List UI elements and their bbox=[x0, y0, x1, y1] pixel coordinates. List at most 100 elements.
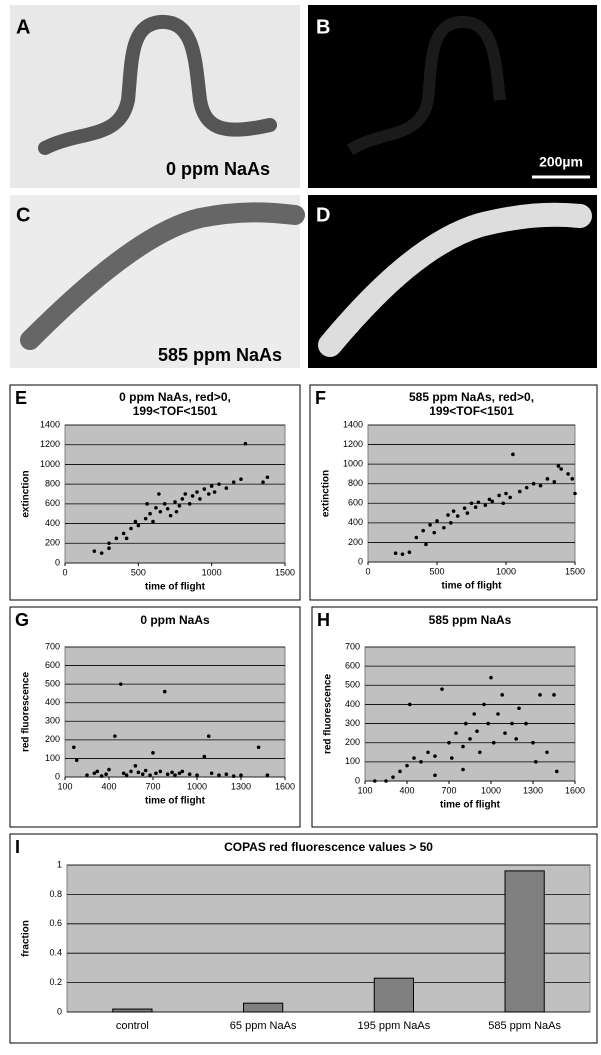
point bbox=[503, 731, 507, 735]
y-tick-label: 0.8 bbox=[49, 889, 62, 899]
plot-area bbox=[364, 646, 576, 782]
y-tick-label: 1000 bbox=[343, 459, 363, 469]
point bbox=[162, 502, 167, 506]
point bbox=[136, 770, 141, 775]
x-tick-label: 585 ppm NaAs bbox=[488, 1020, 561, 1032]
point bbox=[556, 464, 561, 468]
point bbox=[121, 531, 126, 536]
point bbox=[118, 682, 123, 686]
point bbox=[206, 734, 211, 738]
point bbox=[107, 546, 111, 551]
chart-title: 0 ppm NaAs, red>0, bbox=[119, 390, 231, 404]
panel-letter: I bbox=[15, 837, 20, 857]
point bbox=[217, 773, 221, 777]
plot-area bbox=[367, 424, 576, 563]
y-tick-label: 500 bbox=[45, 679, 60, 689]
x-tick-label: 400 bbox=[101, 781, 116, 791]
point bbox=[534, 760, 538, 764]
point bbox=[465, 511, 470, 515]
micrograph-c bbox=[10, 195, 300, 368]
chart-title: 585 ppm NaAs, red>0, bbox=[409, 390, 534, 404]
point bbox=[212, 490, 217, 494]
y-axis-label: extinction bbox=[21, 470, 32, 517]
point bbox=[265, 773, 270, 777]
y-tick-label: 400 bbox=[45, 518, 60, 528]
point bbox=[95, 769, 100, 774]
x-tick-label: 100 bbox=[357, 785, 372, 795]
point bbox=[129, 526, 133, 531]
panel-letter: F bbox=[315, 388, 326, 408]
point bbox=[559, 467, 563, 471]
point bbox=[511, 452, 515, 457]
point bbox=[129, 769, 133, 774]
chart-title: 585 ppm NaAs bbox=[429, 613, 512, 627]
point bbox=[524, 485, 529, 490]
point bbox=[136, 523, 141, 528]
point bbox=[124, 773, 129, 777]
point bbox=[461, 767, 465, 772]
point bbox=[145, 502, 149, 506]
point bbox=[510, 721, 514, 726]
x-axis-label: time of flight bbox=[440, 800, 501, 811]
point bbox=[195, 773, 199, 777]
panel-letter: B bbox=[316, 16, 330, 38]
point bbox=[143, 516, 148, 521]
bar bbox=[243, 1002, 284, 1013]
x-tick-label: 0 bbox=[365, 566, 370, 576]
point bbox=[74, 758, 79, 763]
y-axis-label: red fluorescence bbox=[323, 674, 334, 754]
point bbox=[154, 771, 158, 776]
point bbox=[148, 773, 152, 777]
x-tick-label: 1600 bbox=[275, 781, 295, 791]
y-tick-label: 200 bbox=[45, 734, 60, 744]
y-tick-label: 1200 bbox=[343, 439, 363, 449]
y-tick-label: 600 bbox=[45, 660, 60, 670]
point bbox=[373, 779, 377, 783]
point bbox=[121, 771, 126, 776]
point bbox=[162, 689, 167, 694]
y-axis-label: red fluorescence bbox=[21, 672, 32, 752]
y-tick-label: 0 bbox=[55, 557, 60, 567]
point bbox=[133, 764, 138, 768]
point bbox=[72, 745, 76, 750]
x-tick-label: 500 bbox=[429, 566, 444, 576]
x-tick-label: 1000 bbox=[481, 785, 501, 795]
point bbox=[158, 769, 163, 774]
y-tick-label: 0 bbox=[57, 1006, 62, 1016]
point bbox=[140, 772, 145, 777]
plot-area bbox=[64, 646, 286, 778]
point bbox=[462, 506, 467, 510]
point bbox=[99, 551, 104, 555]
y-tick-label: 0.2 bbox=[49, 977, 62, 987]
point bbox=[158, 509, 163, 514]
panel-letter: C bbox=[16, 204, 30, 226]
y-tick-label: 400 bbox=[348, 517, 363, 527]
point bbox=[202, 754, 207, 759]
point bbox=[486, 721, 491, 726]
worm-d bbox=[318, 202, 592, 357]
point bbox=[148, 511, 152, 516]
point bbox=[124, 536, 129, 541]
point bbox=[531, 481, 536, 486]
point bbox=[170, 770, 174, 775]
point bbox=[508, 495, 512, 500]
panel-letter: E bbox=[15, 388, 27, 408]
y-tick-label: 600 bbox=[45, 498, 60, 508]
y-tick-label: 200 bbox=[45, 538, 60, 548]
y-tick-label: 300 bbox=[345, 718, 360, 728]
point bbox=[524, 721, 528, 726]
caption: 0 ppm NaAs bbox=[166, 159, 270, 179]
point bbox=[408, 702, 412, 707]
point bbox=[566, 472, 570, 476]
x-tick-label: 700 bbox=[145, 781, 160, 791]
bar bbox=[112, 1008, 153, 1013]
x-tick-label: 65 ppm NaAs bbox=[230, 1020, 297, 1032]
point bbox=[143, 768, 148, 773]
point bbox=[468, 737, 472, 741]
point bbox=[552, 693, 556, 697]
y-tick-label: 1000 bbox=[40, 459, 60, 469]
point bbox=[476, 500, 481, 505]
point bbox=[180, 497, 185, 501]
y-tick-label: 300 bbox=[45, 716, 60, 726]
point bbox=[487, 497, 492, 502]
